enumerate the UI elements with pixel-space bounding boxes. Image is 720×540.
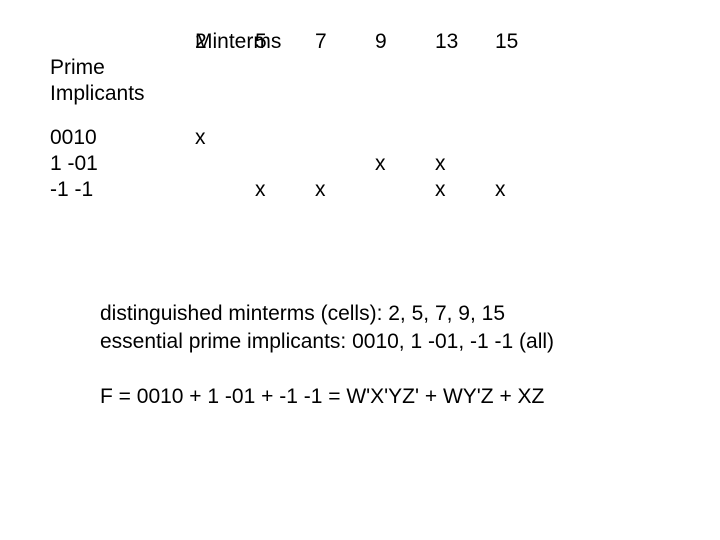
distinguished-minterms-line: distinguished minterms (cells): 2, 5, 7,… — [100, 300, 554, 328]
cell — [375, 178, 435, 204]
cell — [315, 152, 375, 178]
row-name: 0010 — [50, 126, 195, 152]
cell — [195, 178, 255, 204]
cell — [435, 126, 495, 152]
cell: x — [435, 152, 495, 178]
page: Minterms 2 5 7 9 13 15 Prime Implicants — [0, 0, 720, 540]
table-row: 0010 x — [50, 126, 555, 152]
col-header: 5 — [255, 30, 315, 56]
essential-pi-line: essential prime implicants: 0010, 1 -01,… — [100, 328, 554, 356]
col-header: 15 — [495, 30, 555, 56]
col-header: 2 — [195, 30, 255, 56]
cell: x — [195, 126, 255, 152]
row-name: 1 -01 — [50, 152, 195, 178]
table-row: 1 -01 x x — [50, 152, 555, 178]
cell: x — [375, 152, 435, 178]
prime-implicant-table: 2 5 7 9 13 15 Prime Implicants 0010 x — [50, 30, 555, 204]
col-header: 9 — [375, 30, 435, 56]
cell — [315, 126, 375, 152]
prime-implicants-label-1: Prime — [50, 56, 195, 82]
notes-block: distinguished minterms (cells): 2, 5, 7,… — [100, 300, 554, 357]
cell — [375, 126, 435, 152]
col-header: 7 — [315, 30, 375, 56]
formula-line: F = 0010 + 1 -01 + -1 -1 = W'X'YZ' + WY'… — [100, 385, 544, 409]
cell — [255, 152, 315, 178]
cell — [255, 126, 315, 152]
cell — [495, 152, 555, 178]
cell: x — [315, 178, 375, 204]
header-row: 2 5 7 9 13 15 — [50, 30, 555, 56]
table-row: -1 -1 x x x x — [50, 178, 555, 204]
cell: x — [435, 178, 495, 204]
cell: x — [255, 178, 315, 204]
col-header: 13 — [435, 30, 495, 56]
cell — [495, 126, 555, 152]
cell — [195, 152, 255, 178]
cell: x — [495, 178, 555, 204]
prime-implicants-label-2: Implicants — [50, 82, 195, 108]
row-header-label-line1 — [50, 30, 195, 56]
row-name: -1 -1 — [50, 178, 195, 204]
